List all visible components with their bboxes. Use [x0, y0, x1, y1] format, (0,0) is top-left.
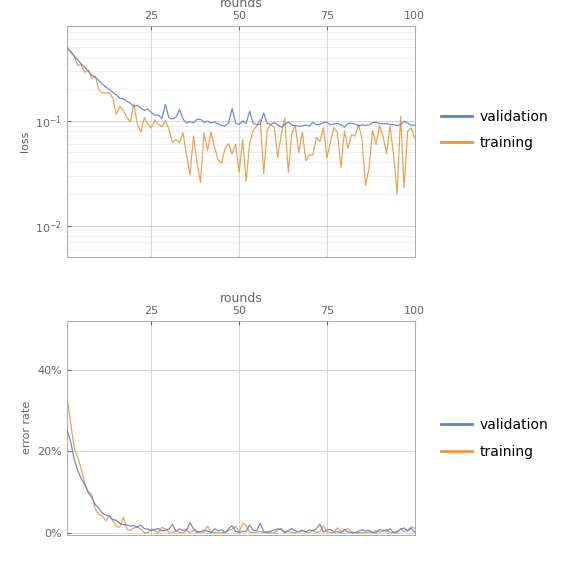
X-axis label: rounds: rounds — [220, 0, 262, 10]
Y-axis label: loss: loss — [20, 131, 30, 152]
Legend: validation, training: validation, training — [436, 104, 554, 156]
Y-axis label: error rate: error rate — [22, 401, 32, 454]
Legend: validation, training: validation, training — [436, 413, 554, 464]
X-axis label: rounds: rounds — [220, 292, 262, 305]
